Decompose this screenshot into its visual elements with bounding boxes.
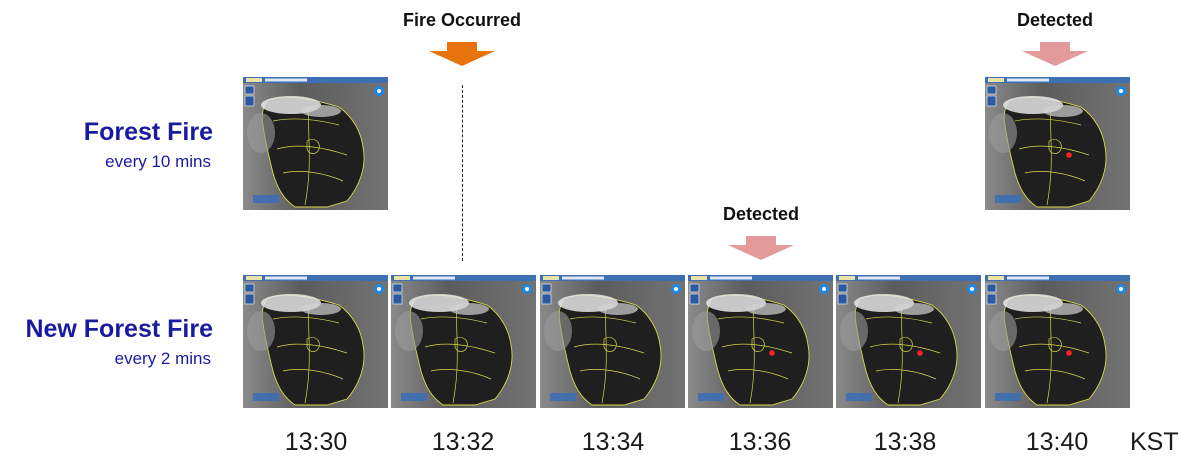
new-forest-fire-frame-1330 (243, 275, 388, 408)
new-forest-fire-frame-1338 (836, 275, 981, 408)
detected-arrow-new-forest-fire (728, 236, 794, 260)
detected-arrow-forest-fire (1022, 42, 1088, 66)
row-title-forest-fire: Forest Fire (83, 118, 213, 146)
time-label-1340: 13:40 (1025, 428, 1089, 456)
time-label-1338: 13:38 (873, 428, 937, 456)
fire-occurred-label: Fire Occurred (402, 10, 522, 30)
new-forest-fire-frame-1332 (391, 275, 536, 408)
forest-fire-frame-1340 (985, 77, 1130, 210)
time-label-1330: 13:30 (284, 428, 348, 456)
row-subtitle-new-forest-fire: every 2 mins (114, 349, 211, 368)
new-forest-fire-frame-1336 (688, 275, 833, 408)
time-label-1336: 13:36 (728, 428, 792, 456)
new-forest-fire-frame-1340 (985, 275, 1130, 408)
detected-label-forest-fire: Detected (1016, 10, 1094, 30)
time-unit-label: KST (1130, 428, 1179, 456)
detected-label-new-forest-fire: Detected (722, 204, 800, 224)
time-label-1334: 13:34 (581, 428, 645, 456)
time-label-1332: 13:32 (431, 428, 495, 456)
fire-occurred-dashed-line (462, 85, 463, 261)
forest-fire-frame-1330 (243, 77, 388, 210)
row-title-new-forest-fire: New Forest Fire (25, 315, 213, 343)
fire-occurred-arrow (429, 42, 495, 66)
row-subtitle-forest-fire: every 10 mins (105, 152, 211, 171)
new-forest-fire-frame-1334 (540, 275, 685, 408)
